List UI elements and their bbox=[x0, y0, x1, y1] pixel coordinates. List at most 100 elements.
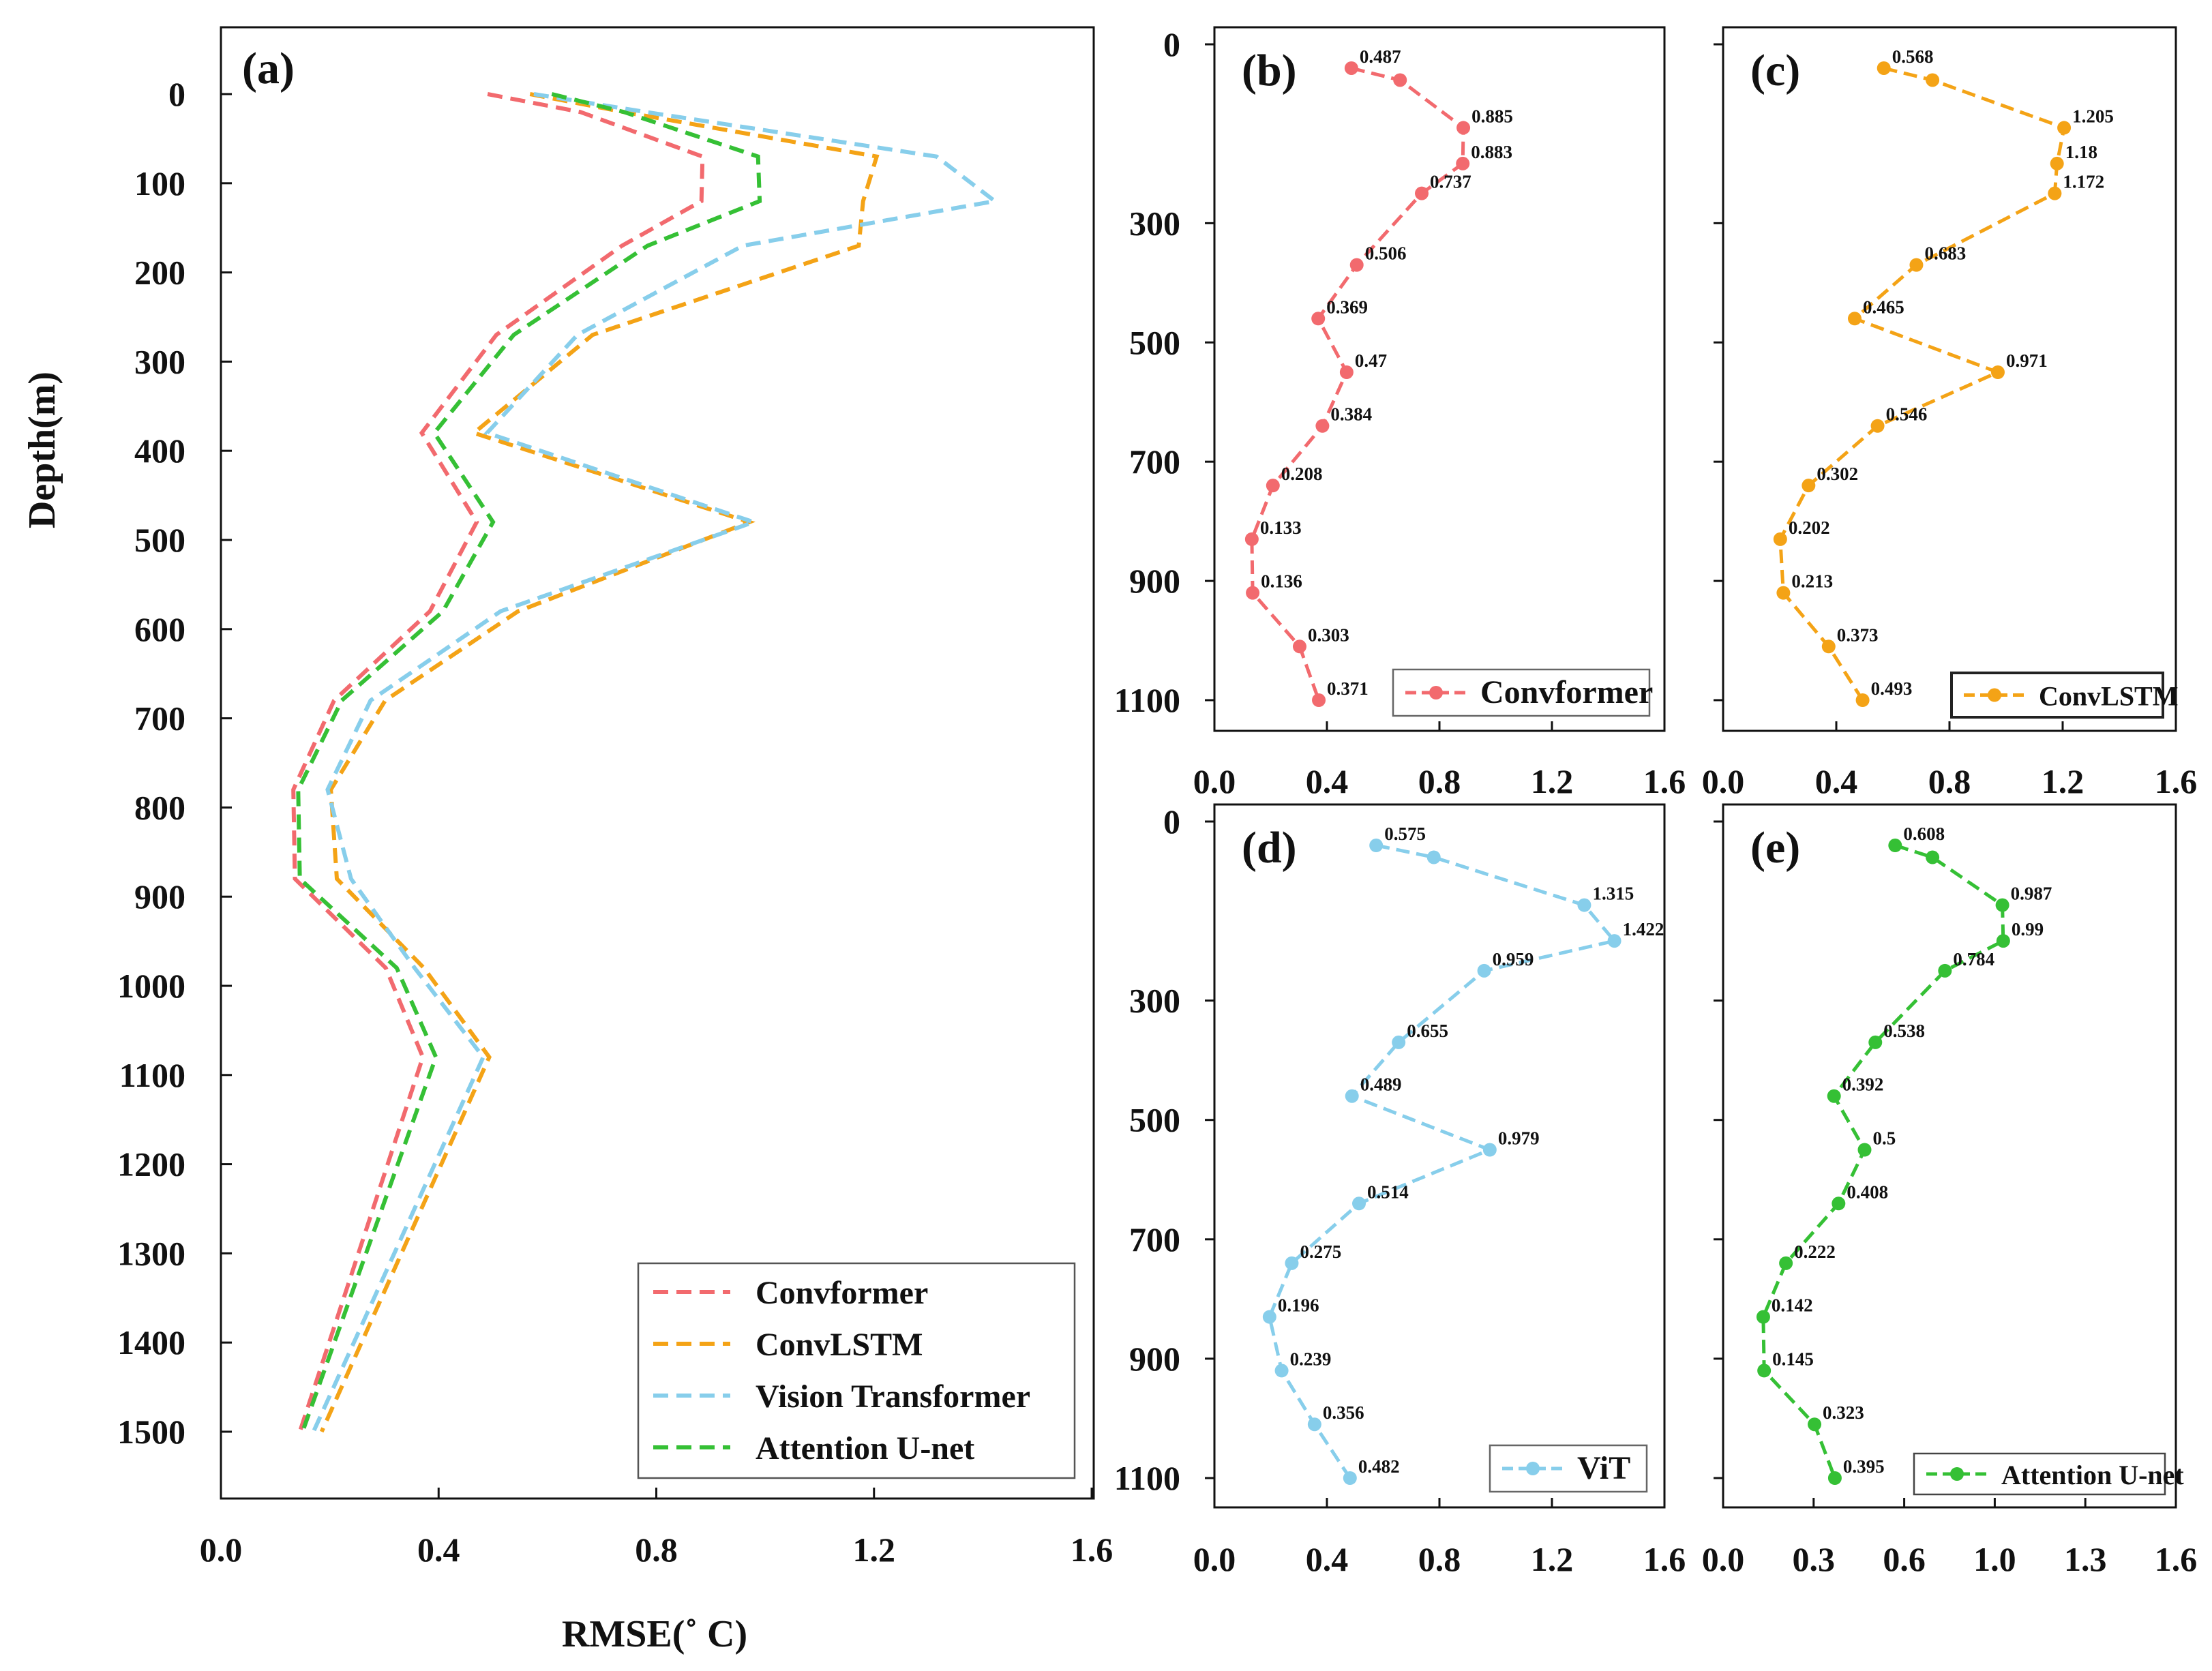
x-tick-label: 1.3 bbox=[2064, 1540, 2107, 1578]
data-point bbox=[1456, 121, 1471, 135]
data-label: 0.196 bbox=[1278, 1295, 1319, 1316]
data-label: 0.885 bbox=[1471, 106, 1513, 126]
data-point bbox=[2048, 186, 2062, 200]
data-label: 1.422 bbox=[1623, 919, 1664, 939]
data-label: 0.222 bbox=[1794, 1241, 1836, 1262]
legend-marker bbox=[1429, 686, 1443, 699]
data-point bbox=[1926, 73, 1940, 87]
y-tick-label: 300 bbox=[134, 342, 185, 380]
data-point bbox=[1311, 312, 1326, 326]
data-label: 0.538 bbox=[1883, 1021, 1925, 1041]
data-label: 0.371 bbox=[1327, 678, 1369, 699]
data-point bbox=[1808, 1417, 1822, 1432]
x-tick-label: 0.4 bbox=[1306, 1540, 1349, 1578]
legend-label: Convformer bbox=[756, 1275, 928, 1311]
data-label: 0.979 bbox=[1498, 1128, 1540, 1149]
data-label: 0.506 bbox=[1365, 243, 1407, 264]
panel-d: (d) 0 300 500 700 900 1100 0.0 0.4 0.8 1.2 1.6 0.575… bbox=[1114, 802, 1686, 1578]
data-label: 0.202 bbox=[1789, 517, 1830, 538]
data-point bbox=[2057, 121, 2072, 135]
data-point bbox=[1482, 1143, 1497, 1157]
data-point bbox=[1339, 365, 1354, 379]
y-tick-label: 500 bbox=[1129, 323, 1180, 361]
data-point bbox=[1607, 934, 1621, 948]
x-tick-label: 0.0 bbox=[1193, 762, 1236, 800]
x-tick-label: 0.0 bbox=[1702, 1540, 1745, 1578]
data-label: 0.323 bbox=[1823, 1402, 1864, 1423]
data-label: 0.683 bbox=[1924, 243, 1966, 264]
panel-label: (d) bbox=[1242, 823, 1297, 873]
legend-label: ViT bbox=[1577, 1450, 1630, 1486]
x-tick-label: 0.8 bbox=[1418, 762, 1461, 800]
y-tick-label: 300 bbox=[1129, 204, 1180, 242]
data-point bbox=[1779, 1256, 1793, 1270]
x-tick-label: 1.0 bbox=[1973, 1540, 2016, 1578]
legend-marker bbox=[1526, 1462, 1540, 1475]
y-tick-label: 500 bbox=[1129, 1101, 1180, 1139]
data-point bbox=[1426, 850, 1441, 864]
data-label: 1.315 bbox=[1592, 884, 1634, 904]
y-tick-label: 0 bbox=[1163, 802, 1180, 841]
data-label: 0.99 bbox=[2012, 919, 2044, 939]
y-tick-label: 1400 bbox=[117, 1323, 185, 1361]
y-tick-label: 1100 bbox=[1114, 681, 1180, 719]
data-label: 0.356 bbox=[1323, 1402, 1364, 1423]
data-label: 0.384 bbox=[1330, 404, 1372, 425]
data-point bbox=[1802, 479, 1816, 493]
y-tick-label: 500 bbox=[134, 521, 185, 559]
data-label: 1.172 bbox=[2063, 172, 2104, 192]
y-tick-label: 0 bbox=[168, 75, 185, 113]
legend-label: ConvLSTM bbox=[2039, 681, 2179, 712]
panel-a: 0 100 200 300 400 500 600 700 800 900 1000 1100 1200… bbox=[21, 26, 1114, 1655]
x-tick-label: 0.8 bbox=[1928, 762, 1971, 800]
x-tick-label: 0.4 bbox=[417, 1531, 460, 1569]
y-axis-label: Depth(m) bbox=[21, 372, 63, 528]
legend-label: ConvLSTM bbox=[756, 1327, 923, 1363]
data-label: 0.987 bbox=[2011, 884, 2052, 904]
data-point bbox=[1847, 312, 1862, 326]
x-tick-label: 1.6 bbox=[2155, 1540, 2198, 1578]
data-label: 0.208 bbox=[1281, 464, 1323, 484]
data-label: 0.275 bbox=[1300, 1241, 1341, 1262]
data-point bbox=[1456, 156, 1470, 170]
y-tick-label: 900 bbox=[1129, 1340, 1180, 1378]
data-label: 0.373 bbox=[1837, 624, 1879, 645]
data-label: 0.883 bbox=[1471, 142, 1512, 162]
data-point bbox=[1938, 963, 1952, 978]
x-tick-label: 0.3 bbox=[1793, 1540, 1836, 1578]
data-point bbox=[1262, 1310, 1276, 1324]
y-tick-label: 700 bbox=[134, 699, 185, 738]
data-point bbox=[1312, 693, 1326, 707]
panel-b: (b) 0 300 500 700 900 1100 0.0 0.4 0.8 1.2 1.6 0.487… bbox=[1114, 25, 1686, 800]
data-label: 1.18 bbox=[2065, 142, 2097, 162]
data-point bbox=[1827, 1089, 1841, 1103]
x-tick-label: 0.0 bbox=[200, 1531, 243, 1569]
data-point bbox=[1344, 61, 1358, 75]
x-tick-label: 0.4 bbox=[1306, 762, 1349, 800]
data-point bbox=[1415, 186, 1429, 200]
x-tick-label: 0.0 bbox=[1193, 1540, 1236, 1578]
panel-label: (b) bbox=[1242, 46, 1297, 95]
x-tick-label: 1.6 bbox=[1071, 1531, 1114, 1569]
data-point bbox=[1369, 839, 1384, 853]
data-point bbox=[1246, 586, 1260, 600]
y-tick-label: 1300 bbox=[117, 1234, 185, 1272]
data-label: 0.465 bbox=[1863, 297, 1904, 317]
panel-label: (a) bbox=[242, 44, 295, 93]
data-label: 0.145 bbox=[1772, 1349, 1814, 1369]
data-point bbox=[1352, 1196, 1366, 1211]
x-tick-label: 0.6 bbox=[1883, 1540, 1926, 1578]
x-tick-label: 1.6 bbox=[2155, 762, 2198, 800]
data-point bbox=[1392, 1035, 1406, 1049]
x-tick-label: 1.6 bbox=[1643, 762, 1686, 800]
panel-e: (e) 0.0 0.3 0.6 1.0 1.3 1.6 0.608 0.987 0.99 0.784… bbox=[1702, 803, 2198, 1578]
x-tick-label: 1.6 bbox=[1643, 1540, 1686, 1578]
data-label: 0.546 bbox=[1886, 404, 1928, 425]
data-point bbox=[1285, 1256, 1299, 1270]
data-point bbox=[1757, 1364, 1772, 1378]
data-label: 0.136 bbox=[1261, 571, 1302, 592]
data-point bbox=[1345, 1089, 1359, 1103]
data-label: 0.392 bbox=[1842, 1074, 1884, 1095]
x-tick-label: 1.2 bbox=[1531, 1540, 1574, 1578]
panel-c: (c) 0.0 0.4 0.8 1.2 1.6 0.568 1.205 1.18 1.172 0.6… bbox=[1702, 26, 2198, 800]
